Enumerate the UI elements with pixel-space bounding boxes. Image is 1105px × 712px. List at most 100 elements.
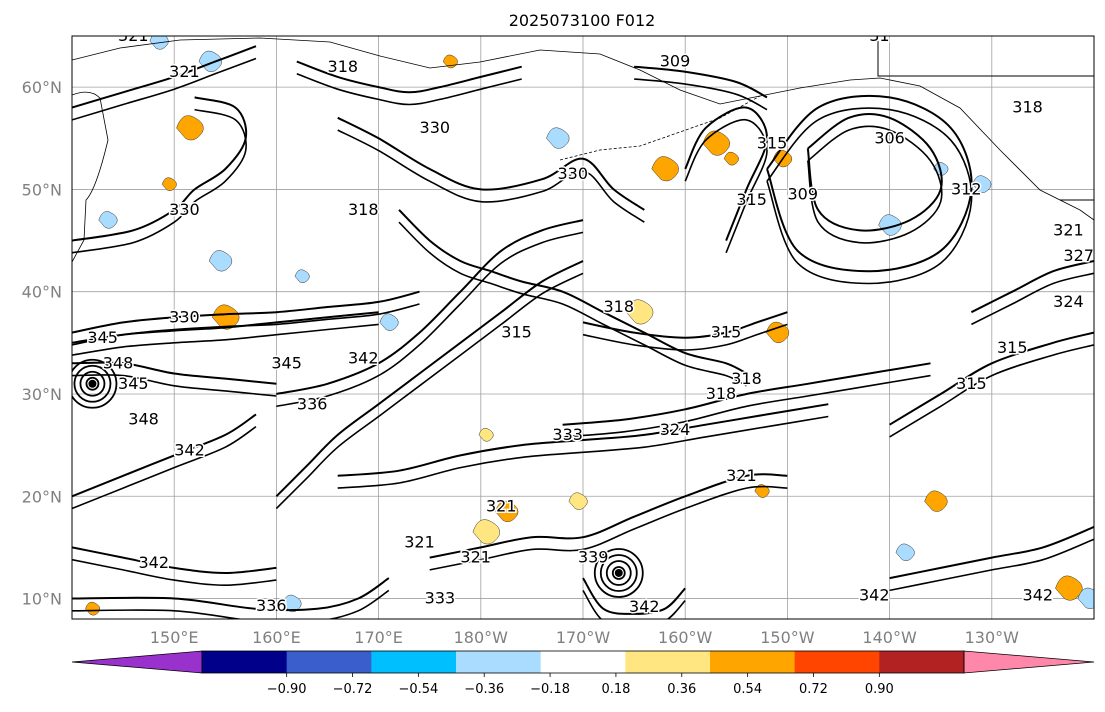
contour-label: 345 <box>87 328 118 347</box>
closed-contour <box>593 548 644 598</box>
shaded-patch <box>294 269 310 284</box>
lat-tick-label: 10°N <box>22 590 62 609</box>
contour-line <box>72 374 277 397</box>
contour-label: 324 <box>660 420 691 439</box>
closed-contour <box>72 358 118 409</box>
contour-line <box>429 485 788 571</box>
contour-label: 318 <box>328 57 359 76</box>
contour-label: 324 <box>1053 292 1084 311</box>
contour-line <box>582 311 788 339</box>
contour-label: 345 <box>118 374 149 393</box>
shaded-patches <box>85 36 1094 616</box>
colorbar-segment <box>540 651 626 673</box>
contour-line <box>72 413 257 498</box>
contour-label: 321 <box>486 497 517 516</box>
axis-ticks: 150°E 160°E 170°E 180°W 170°W 160°W 150°W 140°W… <box>22 78 1019 647</box>
contour-label: 321 <box>118 26 149 45</box>
contour-line <box>562 362 931 426</box>
contour-label: 318 <box>706 384 737 403</box>
lat-tick-label: 40°N <box>22 283 62 302</box>
lon-tick-label: 180°W <box>454 628 509 647</box>
contour-label: 339 <box>578 548 609 567</box>
figure-title: 2025073100 F012 <box>509 11 656 30</box>
colorbar-tick-label: −0.90 <box>267 682 307 697</box>
contour-line <box>72 311 379 344</box>
shaded-patch <box>98 211 118 229</box>
colorbar: −0.90 −0.72 −0.54 −0.36 −0.18 0.18 0.36 0.54 0.7… <box>71 650 1095 697</box>
shaded-patch <box>161 177 177 191</box>
contour-line <box>72 96 248 242</box>
shaded-patch <box>625 299 654 325</box>
shaded-patch <box>723 151 739 166</box>
shaded-patch <box>878 214 902 236</box>
contour-line <box>398 221 747 387</box>
shaded-patch <box>472 519 500 545</box>
contour-labels: 321 321 318 309 31 330 330 330 318 315 315 309 306 31… <box>86 26 1094 617</box>
shaded-patch <box>1055 575 1083 601</box>
colorbar-frame <box>201 650 965 674</box>
lat-tick-label: 50°N <box>22 180 62 199</box>
shaded-patch <box>1077 587 1094 609</box>
contour-label: 315 <box>757 134 788 153</box>
contour-label: 333 <box>425 589 456 608</box>
contour-line <box>275 272 584 510</box>
closed-contour <box>85 376 100 391</box>
contour-line <box>276 231 584 408</box>
contour-line <box>684 119 768 254</box>
contour-label: 315 <box>711 323 742 342</box>
contour-label: 342 <box>174 440 205 459</box>
contour-label: 312 <box>951 180 982 199</box>
colorbar-segment <box>879 651 965 673</box>
contour-label: 330 <box>169 200 200 219</box>
contour-line <box>276 219 584 395</box>
contour-line <box>582 589 686 619</box>
shaded-patch <box>85 601 101 616</box>
contour-center <box>88 379 97 388</box>
contour-label: 315 <box>956 374 987 393</box>
colorbar-segment <box>371 651 457 673</box>
lon-tick-label: 150°E <box>150 628 199 647</box>
contour-line <box>72 323 379 356</box>
colorbar-segment <box>794 651 880 673</box>
lon-tick-label: 130°W <box>965 628 1020 647</box>
contour-line <box>296 73 522 106</box>
lat-tick-label: 60°N <box>22 78 62 97</box>
closed-contour <box>605 560 632 586</box>
colorbar-segment <box>625 651 711 673</box>
colorbar-extend-high <box>963 650 1095 674</box>
contour-label: 321 <box>1053 220 1084 239</box>
contour-line <box>398 209 747 375</box>
contour-line <box>806 112 943 232</box>
contour-line <box>429 473 788 559</box>
kamchatka-coast <box>72 91 109 263</box>
shaded-patch <box>282 594 302 613</box>
contour-line <box>562 374 931 438</box>
shaded-patch <box>208 250 233 272</box>
contour-label: 336 <box>297 394 328 413</box>
lon-tick-label: 140°W <box>862 628 917 647</box>
lat-tick-label: 30°N <box>22 385 62 404</box>
contour-label: 342 <box>1023 586 1054 605</box>
contour-label: 342 <box>859 586 890 605</box>
contour-label: 318 <box>348 200 379 219</box>
coastlines <box>72 36 1094 263</box>
contour-label: 330 <box>169 307 200 326</box>
map-frame <box>71 35 1095 620</box>
contour-label: 321 <box>460 548 491 567</box>
shaded-patch <box>754 484 770 498</box>
shaded-patch <box>176 115 204 141</box>
contour-line <box>684 106 769 241</box>
contour-line <box>970 260 1094 314</box>
contour-label: 318 <box>731 369 762 388</box>
lon-tick-label: 150°W <box>760 628 815 647</box>
contour-label: 315 <box>997 338 1028 357</box>
colorbar-tick-label: 0.72 <box>799 682 828 697</box>
colorbar-segment <box>710 651 796 673</box>
colorbar-segment <box>456 651 542 673</box>
colorbar-tick-label: 0.90 <box>865 682 894 697</box>
contour-line <box>807 125 943 244</box>
contour-line <box>337 403 829 477</box>
closed-contour <box>611 566 626 580</box>
contour-label: 309 <box>660 52 691 71</box>
